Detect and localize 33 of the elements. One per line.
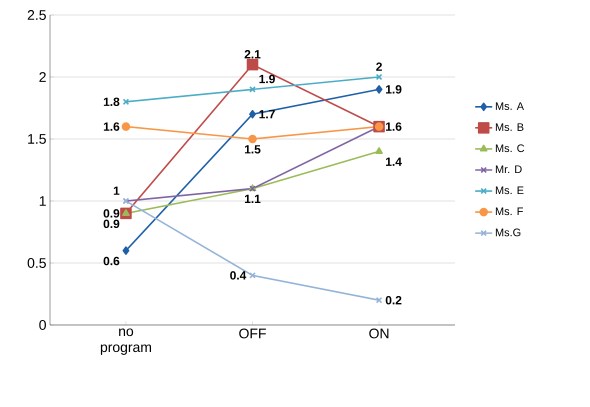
data-label: 0.9 (104, 209, 120, 218)
y-tick-label: 1.5 (28, 134, 46, 144)
data-label: 0.2 (386, 296, 402, 304)
data-label: 1.5 (244, 145, 260, 154)
legend-label: Ms.G (496, 228, 520, 236)
y-tick-label: 1 (40, 196, 46, 206)
data-label: 1 (114, 186, 120, 195)
data-label: 1.8 (104, 98, 120, 106)
x-tick-label: ON (369, 328, 388, 338)
data-label: 1.6 (104, 122, 120, 131)
y-tick-label: 0.5 (28, 258, 46, 268)
data-label: 1.7 (259, 110, 275, 118)
legend-label: Mr. D (496, 165, 522, 174)
y-tick-label: 0 (39, 320, 46, 330)
data-label: 2.1 (244, 50, 260, 58)
data-label: 0.4 (230, 271, 246, 280)
legend-label: Ms. F (496, 208, 523, 216)
data-label: 1.1 (244, 194, 260, 204)
y-tick-label: 2 (39, 72, 46, 82)
data-label: 1.9 (259, 74, 275, 84)
data-label: 1.6 (386, 122, 402, 131)
data-label: 0.9 (104, 220, 120, 228)
x-tick-label: OFF (239, 328, 266, 338)
data-label: 1.4 (386, 158, 402, 166)
legend-label: Ms. E (496, 186, 524, 194)
data-label: 1.9 (386, 85, 402, 94)
x-tick-label: no program (100, 328, 151, 355)
y-tick-label: 2.5 (28, 10, 46, 20)
legend-label: Ms. C (496, 144, 524, 152)
data-label: 0.6 (104, 256, 120, 266)
legend-label: Ms. B (496, 123, 524, 131)
legend-label: Ms. A (496, 102, 524, 110)
data-label: 2 (376, 62, 382, 71)
